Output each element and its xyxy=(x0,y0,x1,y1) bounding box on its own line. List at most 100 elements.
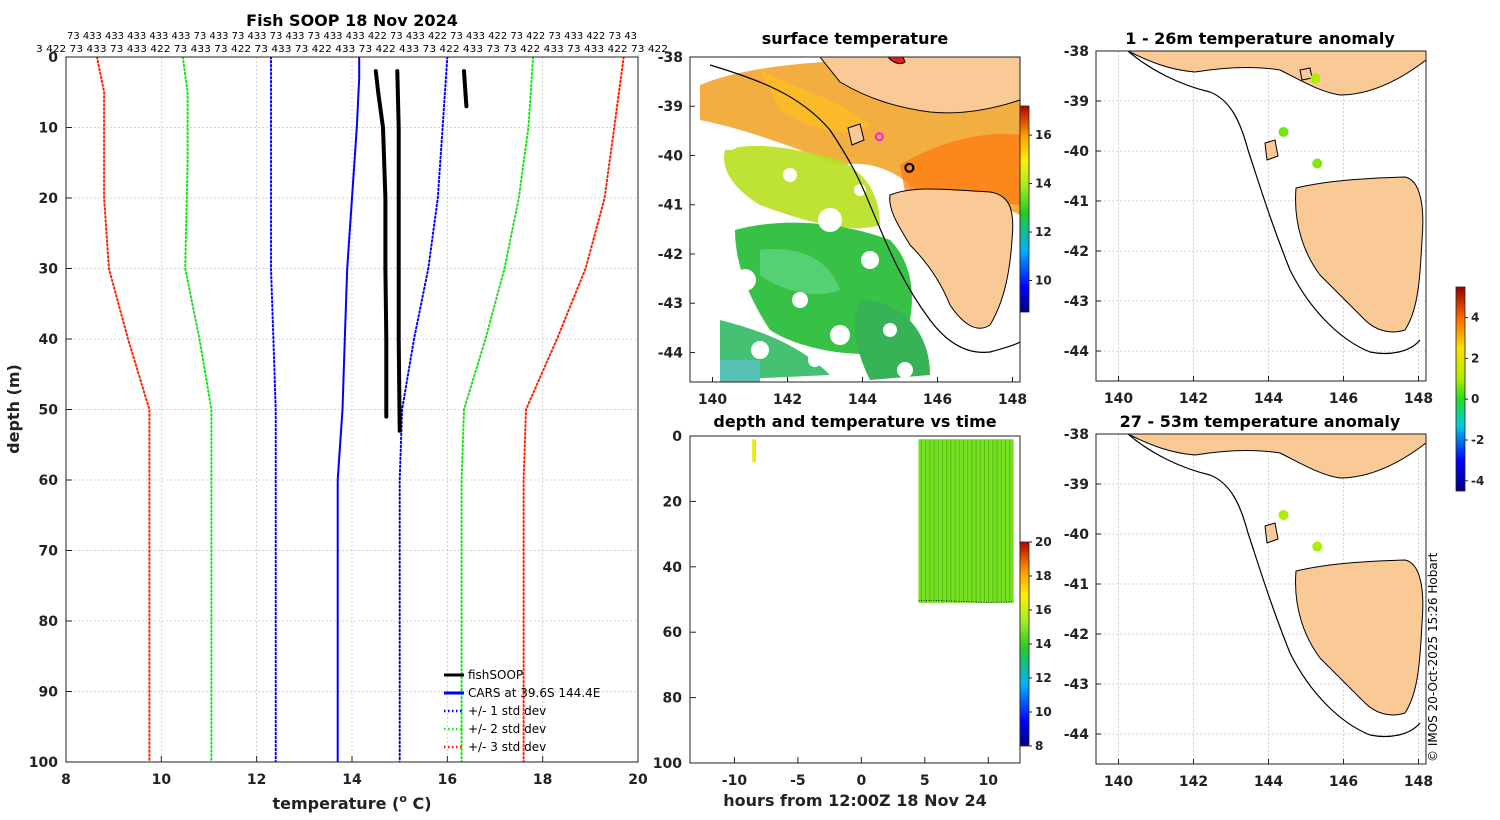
anomaly-1-axes-box xyxy=(1095,50,1427,382)
anomaly-2-ticks: 140 142 144 146 148 -38 -39 -40 -41 -42 -43 -44 xyxy=(1064,427,1433,790)
map-xtick-label: 148 xyxy=(998,392,1027,408)
map-xtick-label: 142 xyxy=(1179,774,1208,790)
sst-cloud-gaps xyxy=(701,130,913,378)
colorbar-tick-label: 10 xyxy=(1035,273,1052,287)
time-segment xyxy=(918,439,1014,603)
anomaly-colorbar-ticks: 4 2 0 -2 -4 xyxy=(1465,311,1484,488)
sst-map-content xyxy=(690,57,1020,382)
anomaly-point xyxy=(1278,510,1289,520)
colorbar-tick-label: -4 xyxy=(1471,474,1484,488)
colorbar-tick-label: 14 xyxy=(1035,637,1052,651)
map-ytick-label: -38 xyxy=(1064,44,1089,60)
profile-ytick-label: 100 xyxy=(29,755,58,771)
map-ytick-label: -44 xyxy=(658,345,684,361)
profile-legend: fishSOOP CARS at 39.6S 144.4E +/- 1 std de… xyxy=(444,668,600,754)
map-ytick-label: -39 xyxy=(1064,477,1089,493)
profile-ytick-label: 40 xyxy=(39,332,59,348)
anomaly-1-shelf-contour xyxy=(1127,51,1421,355)
anomaly-point xyxy=(1312,158,1323,169)
profile-ytick-label: 50 xyxy=(39,403,59,419)
anomaly-point xyxy=(1312,541,1323,552)
anomaly-point xyxy=(1278,127,1289,137)
anomaly-2-map xyxy=(1127,434,1426,738)
time-colorbar xyxy=(1019,541,1030,747)
profile-ytick-label: 90 xyxy=(39,685,59,701)
time-title: depth and temperature vs time xyxy=(713,412,996,431)
profile-ytick-label: 80 xyxy=(39,614,59,630)
profile-ylabel: depth (m) xyxy=(4,364,23,454)
credit-text: © IMOS 20-Oct-2025 15:26 Hobart xyxy=(1426,552,1440,762)
profile-xtick-label: 10 xyxy=(152,772,172,788)
map-xtick-label: 144 xyxy=(1254,774,1283,790)
profile-ytick-label: 30 xyxy=(39,262,59,278)
time-ytick-label: 80 xyxy=(663,691,683,707)
legend-label: +/- 3 std dev xyxy=(468,740,546,754)
colorbar-tick-label: 12 xyxy=(1035,671,1052,685)
profile-series--1-std-dev xyxy=(398,57,449,762)
profile-series--1-std-dev xyxy=(270,57,277,762)
map-ytick-label: -41 xyxy=(1064,194,1089,210)
profile-xtick-label: 14 xyxy=(342,772,362,788)
profile-xtick-label: 20 xyxy=(628,772,648,788)
colorbar-tick-label: 4 xyxy=(1471,311,1479,325)
time-bottom-trace xyxy=(918,600,1014,603)
map-ytick-label: -40 xyxy=(1064,144,1090,160)
map-ytick-label: -38 xyxy=(1064,427,1089,443)
map-xtick-label: 146 xyxy=(1329,774,1358,790)
anomaly-2-land xyxy=(1127,434,1426,716)
profile-panel: Fish SOOP 18 Nov 2024 73 433 433 433 433… xyxy=(4,11,668,813)
profile-ytick-label: 60 xyxy=(39,473,59,489)
map-ytick-label: -44 xyxy=(1064,727,1090,743)
map-ytick-label: -42 xyxy=(1064,244,1089,260)
sst-marker-black xyxy=(904,162,915,173)
profile-ytick-label: 70 xyxy=(39,544,59,560)
profile-codes-line-2: 3 422 73 433 73 433 422 73 433 73 422 73… xyxy=(36,44,668,55)
sst-ticks: 140 142 144 146 148 -38 -39 -40 -41 -42 -43 -44 xyxy=(658,50,1027,408)
time-ytick-label: 60 xyxy=(663,625,683,641)
time-ytick-label: 20 xyxy=(663,494,683,510)
map-xtick-label: 144 xyxy=(1254,391,1283,407)
colorbar-tick-label: 0 xyxy=(1471,392,1479,406)
colorbar-tick-label: 16 xyxy=(1035,128,1052,142)
time-ytick-label: 0 xyxy=(672,429,682,445)
colorbar-tick-label: -2 xyxy=(1471,433,1484,447)
anomaly-2-title: 27 - 53m temperature anomaly xyxy=(1120,412,1401,431)
sst-panel: surface temperature xyxy=(658,29,1052,408)
colorbar-tick-label: 18 xyxy=(1035,569,1052,583)
sst-shelf-contour xyxy=(709,64,1020,353)
map-ytick-label: -43 xyxy=(658,296,683,312)
sst-colorbar xyxy=(1019,105,1030,313)
map-xtick-label: 140 xyxy=(698,392,727,408)
anomaly-panel-2: 27 - 53m temperature anomaly 140 142 144 14… xyxy=(1064,286,1484,790)
profile-xtick-label: 12 xyxy=(247,772,266,788)
profile-ytick-label: 10 xyxy=(39,121,59,137)
anomaly-1-points xyxy=(1278,73,1323,169)
map-ytick-label: -40 xyxy=(658,148,684,164)
profile-ticks: 8 10 12 14 16 18 20 0 10 20 30 40 50 60 70 80 90 100 xyxy=(29,50,648,788)
colorbar-tick-label: 14 xyxy=(1035,177,1052,191)
map-ytick-label: -43 xyxy=(1064,677,1089,693)
map-ytick-label: -44 xyxy=(1064,344,1090,360)
profile-series xyxy=(96,57,625,762)
colorbar-tick-label: 20 xyxy=(1035,535,1052,549)
map-xtick-label: 142 xyxy=(1179,391,1208,407)
map-xtick-label: 144 xyxy=(848,392,877,408)
legend-label: +/- 1 std dev xyxy=(468,704,546,718)
sst-colorbar-ticks: 16 14 12 10 xyxy=(1029,128,1052,287)
map-ytick-label: -43 xyxy=(1064,294,1089,310)
map-xtick-label: 146 xyxy=(1329,391,1358,407)
profile-ytick-label: 0 xyxy=(48,50,58,66)
map-ytick-label: -41 xyxy=(658,198,683,214)
profile-series--3-std-dev xyxy=(96,57,151,762)
anomaly-1-ticks: 140 142 144 146 148 -38 -39 -40 -41 -42 -43 -44 xyxy=(1064,44,1433,407)
map-ytick-label: -38 xyxy=(658,50,683,66)
anomaly-colorbar xyxy=(1455,286,1466,492)
profile-xtick-label: 16 xyxy=(438,772,457,788)
map-xtick-label: 148 xyxy=(1404,391,1433,407)
map-ytick-label: -42 xyxy=(1064,627,1089,643)
time-xtick-label: -5 xyxy=(790,773,806,789)
map-xtick-label: 140 xyxy=(1104,774,1133,790)
time-xtick-label: 10 xyxy=(979,773,999,789)
map-xtick-label: 140 xyxy=(1104,391,1133,407)
